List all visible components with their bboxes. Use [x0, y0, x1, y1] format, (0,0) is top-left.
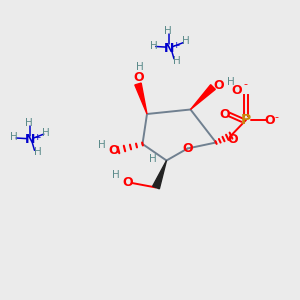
Text: P: P — [241, 113, 251, 127]
Text: -: - — [275, 112, 279, 122]
Text: H: H — [136, 61, 143, 72]
Polygon shape — [190, 85, 215, 110]
Text: H: H — [164, 26, 172, 36]
Text: -: - — [243, 79, 247, 89]
Text: +: + — [33, 133, 40, 142]
Text: O: O — [232, 83, 242, 97]
Text: +: + — [172, 41, 180, 50]
Text: O: O — [220, 108, 230, 121]
Text: H: H — [98, 140, 105, 150]
Text: H: H — [112, 170, 119, 181]
Text: O: O — [122, 176, 133, 190]
Text: N: N — [25, 133, 35, 146]
Text: H: H — [25, 118, 32, 128]
Text: H: H — [182, 36, 189, 46]
Text: O: O — [134, 71, 144, 84]
Text: O: O — [214, 79, 224, 92]
Text: O: O — [265, 113, 275, 127]
Text: H: H — [34, 147, 41, 158]
Text: H: H — [226, 76, 234, 87]
Text: O: O — [182, 142, 193, 155]
Text: H: H — [149, 154, 157, 164]
Text: H: H — [10, 132, 18, 142]
Text: O: O — [227, 133, 238, 146]
Polygon shape — [135, 83, 147, 114]
Text: O: O — [109, 143, 119, 157]
Text: H: H — [42, 128, 50, 138]
Text: N: N — [164, 41, 175, 55]
Polygon shape — [153, 160, 166, 189]
Text: H: H — [150, 40, 158, 51]
Text: H: H — [173, 56, 181, 66]
